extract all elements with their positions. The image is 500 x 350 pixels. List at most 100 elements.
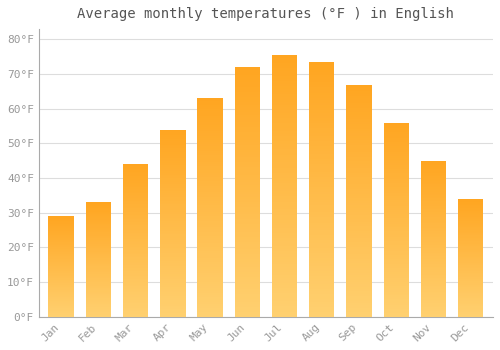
Bar	[458, 309, 483, 310]
Bar	[384, 160, 409, 161]
Bar	[346, 264, 372, 266]
Bar	[309, 77, 334, 80]
Bar	[234, 117, 260, 120]
Bar	[421, 315, 446, 317]
Bar	[234, 264, 260, 267]
Bar	[384, 292, 409, 294]
Bar	[272, 168, 297, 170]
Bar	[384, 237, 409, 239]
Bar	[48, 234, 74, 235]
Bar	[421, 287, 446, 289]
Bar	[421, 201, 446, 203]
Bar	[458, 303, 483, 304]
Bar	[272, 265, 297, 267]
Bar	[86, 313, 111, 315]
Bar	[198, 214, 222, 216]
Bar	[86, 293, 111, 294]
Bar	[384, 122, 409, 125]
Bar	[384, 131, 409, 132]
Bar	[86, 307, 111, 308]
Bar	[384, 150, 409, 152]
Bar	[160, 141, 186, 143]
Bar	[198, 195, 222, 197]
Bar	[346, 315, 372, 317]
Bar	[309, 159, 334, 161]
Bar	[421, 268, 446, 270]
Bar	[346, 270, 372, 273]
Bar	[458, 237, 483, 238]
Bar	[123, 302, 148, 303]
Bar	[86, 272, 111, 273]
Bar	[234, 277, 260, 279]
Bar	[86, 268, 111, 269]
Bar	[123, 294, 148, 295]
Bar	[48, 221, 74, 222]
Bar	[86, 282, 111, 284]
Bar	[421, 176, 446, 178]
Bar	[198, 216, 222, 218]
Bar	[48, 220, 74, 221]
Bar	[48, 253, 74, 254]
Bar	[272, 79, 297, 81]
Bar	[123, 164, 148, 166]
Bar	[234, 292, 260, 294]
Bar	[160, 309, 186, 311]
Bar	[272, 63, 297, 65]
Bar	[421, 258, 446, 259]
Bar	[272, 312, 297, 314]
Bar	[421, 281, 446, 282]
Bar	[123, 181, 148, 183]
Bar	[86, 207, 111, 208]
Bar	[198, 166, 222, 168]
Bar	[48, 279, 74, 280]
Bar	[48, 228, 74, 229]
Bar	[123, 295, 148, 297]
Bar	[384, 299, 409, 301]
Bar	[234, 279, 260, 282]
Bar	[198, 284, 222, 286]
Bar	[384, 163, 409, 165]
Bar	[458, 298, 483, 299]
Bar	[234, 147, 260, 149]
Bar	[346, 201, 372, 203]
Bar	[384, 136, 409, 138]
Bar	[234, 107, 260, 110]
Bar	[86, 260, 111, 261]
Bar	[86, 308, 111, 309]
Bar	[160, 218, 186, 219]
Bar	[346, 126, 372, 129]
Bar	[458, 226, 483, 227]
Bar	[272, 196, 297, 199]
Bar	[48, 257, 74, 258]
Bar	[346, 87, 372, 89]
Bar	[346, 282, 372, 284]
Bar	[421, 242, 446, 244]
Bar	[234, 162, 260, 164]
Bar	[198, 127, 222, 129]
Bar	[86, 284, 111, 285]
Bar	[421, 186, 446, 187]
Bar	[309, 294, 334, 296]
Bar	[309, 212, 334, 215]
Bar	[198, 218, 222, 221]
Bar	[272, 191, 297, 194]
Bar	[346, 98, 372, 101]
Bar	[272, 275, 297, 278]
Bar	[234, 157, 260, 160]
Bar	[272, 84, 297, 86]
Bar	[346, 131, 372, 133]
Bar	[123, 254, 148, 256]
Bar	[123, 247, 148, 248]
Bar	[160, 130, 186, 132]
Bar	[458, 266, 483, 267]
Bar	[272, 131, 297, 134]
Bar	[272, 251, 297, 254]
Bar	[198, 293, 222, 295]
Bar	[123, 183, 148, 184]
Bar	[309, 266, 334, 268]
Bar	[309, 215, 334, 217]
Bar	[309, 279, 334, 281]
Bar	[309, 146, 334, 149]
Bar	[48, 224, 74, 225]
Bar	[421, 203, 446, 204]
